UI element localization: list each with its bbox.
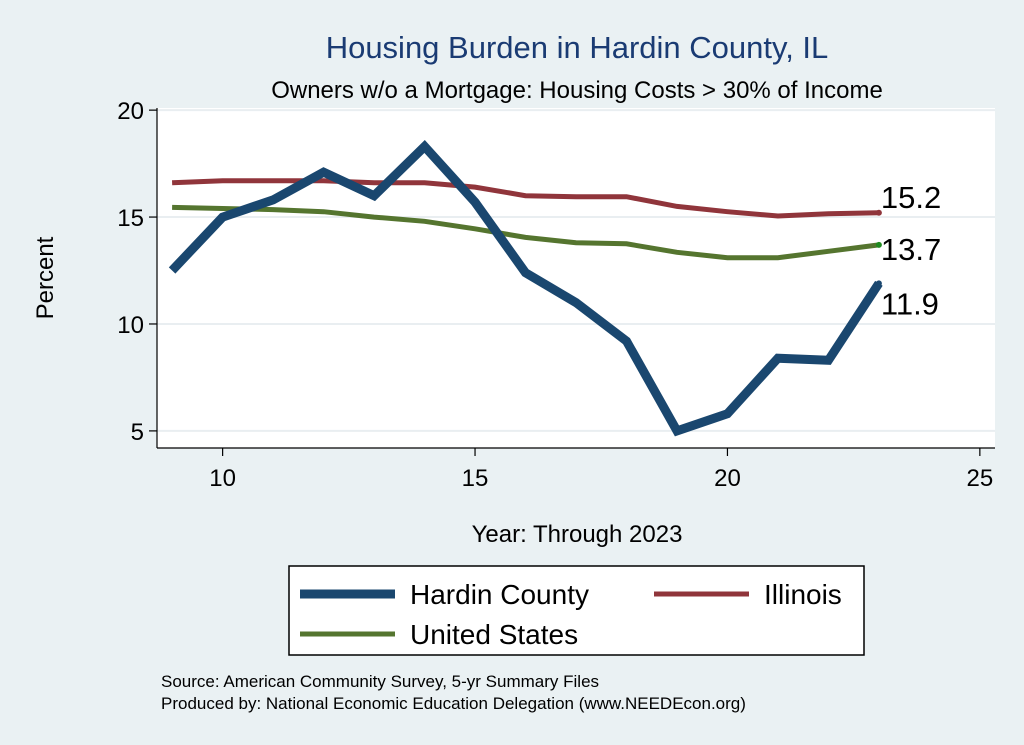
end-label-hardin-county: 11.9 bbox=[881, 286, 939, 321]
legend-items: Hardin County Illinois United States bbox=[300, 579, 842, 650]
end-label-united-states: 13.7 bbox=[881, 232, 941, 267]
legend-hardin-county-label: Hardin County bbox=[410, 579, 589, 610]
chart-title: Housing Burden in Hardin County, IL bbox=[326, 30, 829, 65]
chart-subtitle: Owners w/o a Mortgage: Housing Costs > 3… bbox=[271, 77, 883, 104]
x-tick-label: 15 bbox=[462, 465, 489, 492]
y-tick-label: 5 bbox=[131, 419, 144, 446]
x-tick-label: 10 bbox=[209, 465, 236, 492]
y-tick-labels: 5 10 15 20 bbox=[117, 98, 144, 446]
x-axis-label: Year: Through 2023 bbox=[472, 521, 683, 548]
y-tick-label: 15 bbox=[117, 205, 144, 232]
series-line-united-states-end-point bbox=[875, 241, 882, 248]
series-lines bbox=[168, 140, 883, 437]
end-labels: 11.9 15.2 13.7 bbox=[881, 180, 941, 322]
x-tick-labels: 10 15 20 25 bbox=[209, 465, 993, 492]
series-line-illinois bbox=[171, 178, 879, 219]
x-tick-label: 20 bbox=[714, 465, 741, 492]
legend bbox=[288, 565, 865, 656]
axes bbox=[149, 108, 995, 456]
produced-note: Produced by: National Economic Education… bbox=[161, 694, 746, 713]
y-tick-label: 20 bbox=[117, 98, 144, 125]
source-note: Source: American Community Survey, 5-yr … bbox=[161, 672, 599, 691]
legend-illinois-label: Illinois bbox=[764, 579, 842, 610]
series-line-illinois-end-point bbox=[875, 209, 882, 216]
y-axis-label: Percent bbox=[32, 236, 59, 319]
series-line-hardin-county bbox=[168, 140, 883, 437]
end-label-illinois: 15.2 bbox=[881, 180, 941, 215]
legend-united-states-label: United States bbox=[410, 619, 578, 650]
series-line-united-states bbox=[172, 204, 880, 261]
y-tick-label: 10 bbox=[117, 312, 144, 339]
plot-area bbox=[157, 108, 995, 448]
x-tick-label: 25 bbox=[967, 465, 994, 492]
series-line-hardin-county-end-point bbox=[875, 280, 882, 287]
